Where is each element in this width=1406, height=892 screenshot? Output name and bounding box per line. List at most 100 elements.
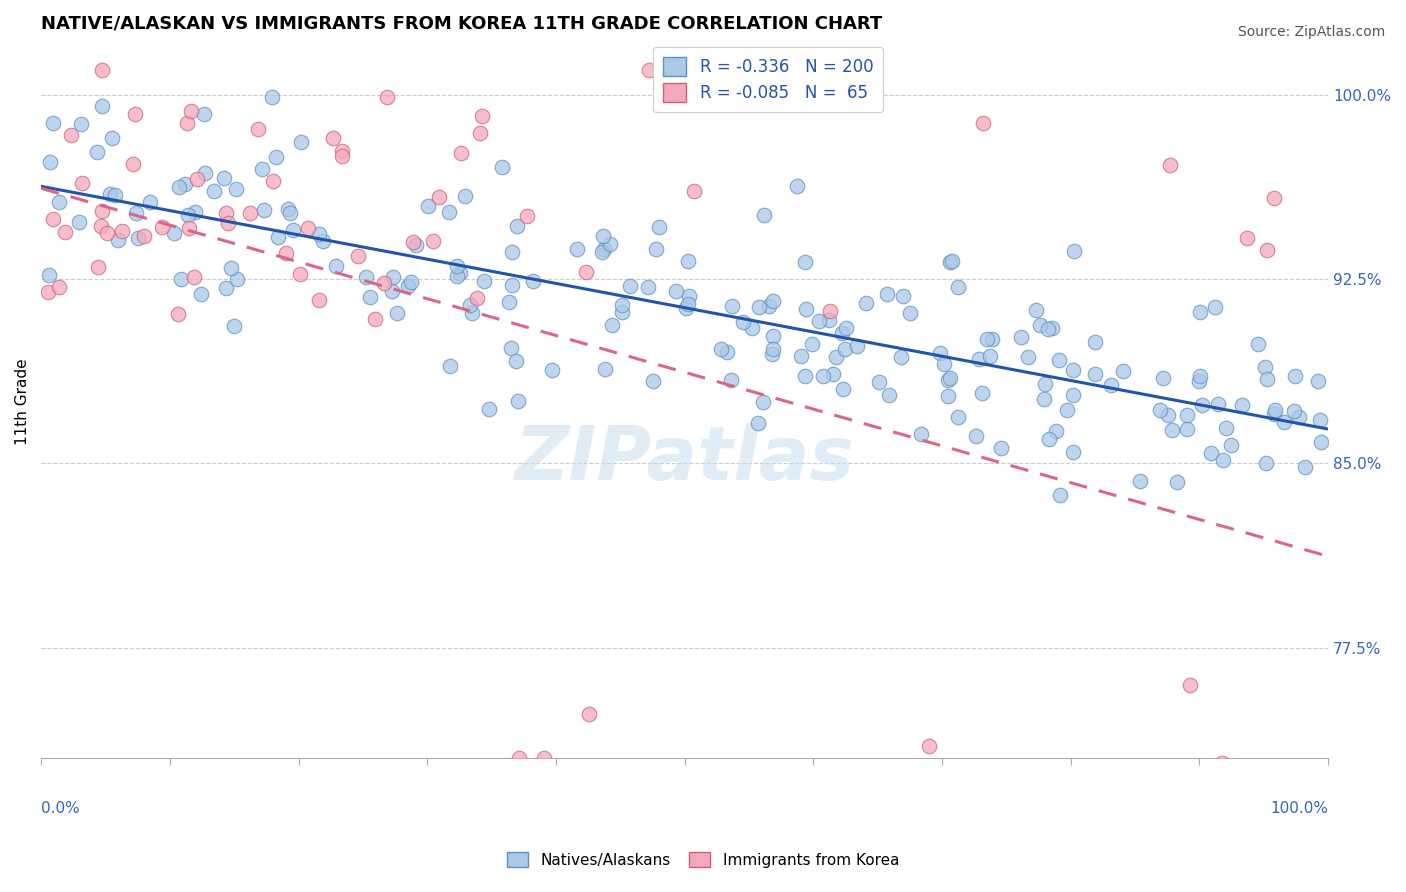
- Point: [1211, 756, 1233, 771]
- Text: 0.0%: 0.0%: [41, 801, 80, 816]
- Point: [758, 299, 780, 313]
- Point: [96, 226, 118, 240]
- Point: [332, 148, 354, 162]
- Point: [1188, 374, 1211, 388]
- Point: [835, 321, 858, 335]
- Point: [253, 202, 276, 217]
- Point: [91, 203, 114, 218]
- Point: [710, 342, 733, 356]
- Point: [437, 205, 460, 219]
- Point: [898, 306, 921, 320]
- Point: [70, 176, 93, 190]
- Point: [786, 178, 808, 193]
- Point: [676, 297, 699, 311]
- Point: [1247, 337, 1270, 351]
- Point: [177, 208, 200, 222]
- Point: [167, 180, 190, 194]
- Point: [176, 116, 198, 130]
- Point: [446, 269, 468, 284]
- Point: [575, 265, 598, 279]
- Point: [876, 287, 898, 301]
- Point: [193, 107, 215, 121]
- Point: [807, 314, 830, 328]
- Point: [972, 116, 994, 130]
- Point: [1256, 372, 1278, 386]
- Point: [976, 332, 998, 346]
- Point: [373, 276, 395, 290]
- Point: [1038, 322, 1060, 336]
- Point: [1166, 475, 1188, 490]
- Point: [748, 300, 770, 314]
- Point: [247, 121, 270, 136]
- Point: [794, 368, 817, 383]
- Point: [262, 174, 284, 188]
- Point: [90, 219, 112, 234]
- Point: [222, 318, 245, 333]
- Point: [399, 275, 422, 289]
- Point: [491, 160, 513, 174]
- Point: [506, 219, 529, 233]
- Point: [405, 238, 427, 252]
- Point: [104, 188, 127, 202]
- Point: [762, 343, 785, 357]
- Point: [678, 289, 700, 303]
- Point: [1236, 230, 1258, 244]
- Point: [37, 285, 59, 299]
- Point: [890, 351, 912, 365]
- Point: [752, 208, 775, 222]
- Point: [761, 347, 783, 361]
- Point: [288, 268, 311, 282]
- Point: [612, 305, 634, 319]
- Point: [468, 127, 491, 141]
- Point: [278, 206, 301, 220]
- Point: [845, 339, 868, 353]
- Point: [501, 277, 523, 292]
- Point: [250, 161, 273, 176]
- Point: [38, 155, 60, 169]
- Point: [831, 382, 853, 396]
- Point: [139, 195, 162, 210]
- Y-axis label: 11th Grade: 11th Grade: [15, 359, 30, 445]
- Point: [793, 254, 815, 268]
- Point: [38, 268, 60, 282]
- Point: [1310, 435, 1333, 450]
- Point: [820, 303, 842, 318]
- Point: [214, 171, 236, 186]
- Point: [516, 209, 538, 223]
- Point: [124, 206, 146, 220]
- Point: [322, 131, 344, 145]
- Point: [183, 270, 205, 285]
- Point: [1188, 304, 1211, 318]
- Point: [217, 216, 239, 230]
- Point: [1112, 364, 1135, 378]
- Point: [1206, 397, 1229, 411]
- Text: Source: ZipAtlas.com: Source: ZipAtlas.com: [1237, 25, 1385, 39]
- Point: [53, 225, 76, 239]
- Point: [1063, 362, 1085, 376]
- Point: [186, 172, 208, 186]
- Point: [416, 199, 439, 213]
- Point: [439, 359, 461, 374]
- Point: [194, 166, 217, 180]
- Point: [741, 321, 763, 335]
- Point: [449, 266, 471, 280]
- Point: [811, 369, 834, 384]
- Point: [965, 429, 987, 443]
- Point: [1056, 403, 1078, 417]
- Point: [979, 349, 1001, 363]
- Point: [347, 249, 370, 263]
- Point: [910, 426, 932, 441]
- Point: [308, 293, 330, 307]
- Point: [163, 226, 186, 240]
- Point: [932, 358, 955, 372]
- Point: [505, 354, 527, 368]
- Point: [578, 707, 600, 722]
- Point: [297, 220, 319, 235]
- Point: [1294, 460, 1316, 475]
- Point: [290, 135, 312, 149]
- Point: [150, 219, 173, 234]
- Point: [1149, 402, 1171, 417]
- Point: [1256, 243, 1278, 257]
- Point: [239, 206, 262, 220]
- Point: [312, 234, 335, 248]
